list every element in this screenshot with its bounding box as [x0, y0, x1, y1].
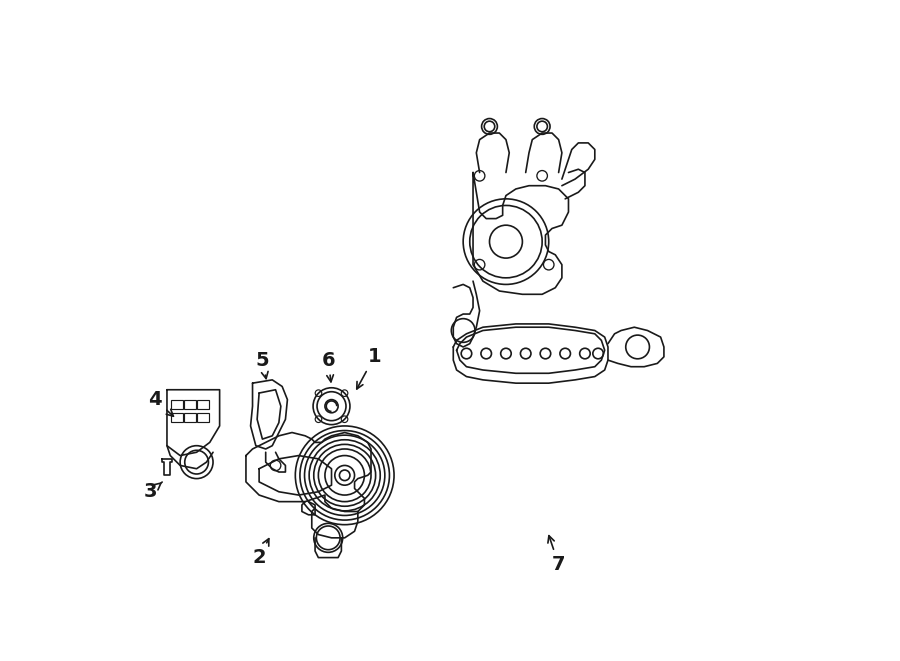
Bar [197, 400, 209, 408]
Bar [184, 400, 196, 408]
Text: 1: 1 [356, 347, 381, 389]
Bar [197, 412, 209, 422]
Text: 2: 2 [252, 539, 269, 567]
Text: 6: 6 [321, 350, 335, 382]
Bar [171, 412, 183, 422]
Text: 3: 3 [144, 482, 162, 501]
Text: 5: 5 [256, 350, 269, 379]
Bar [171, 400, 183, 408]
Text: 7: 7 [548, 535, 565, 574]
Text: 4: 4 [148, 390, 174, 416]
Bar [184, 412, 196, 422]
